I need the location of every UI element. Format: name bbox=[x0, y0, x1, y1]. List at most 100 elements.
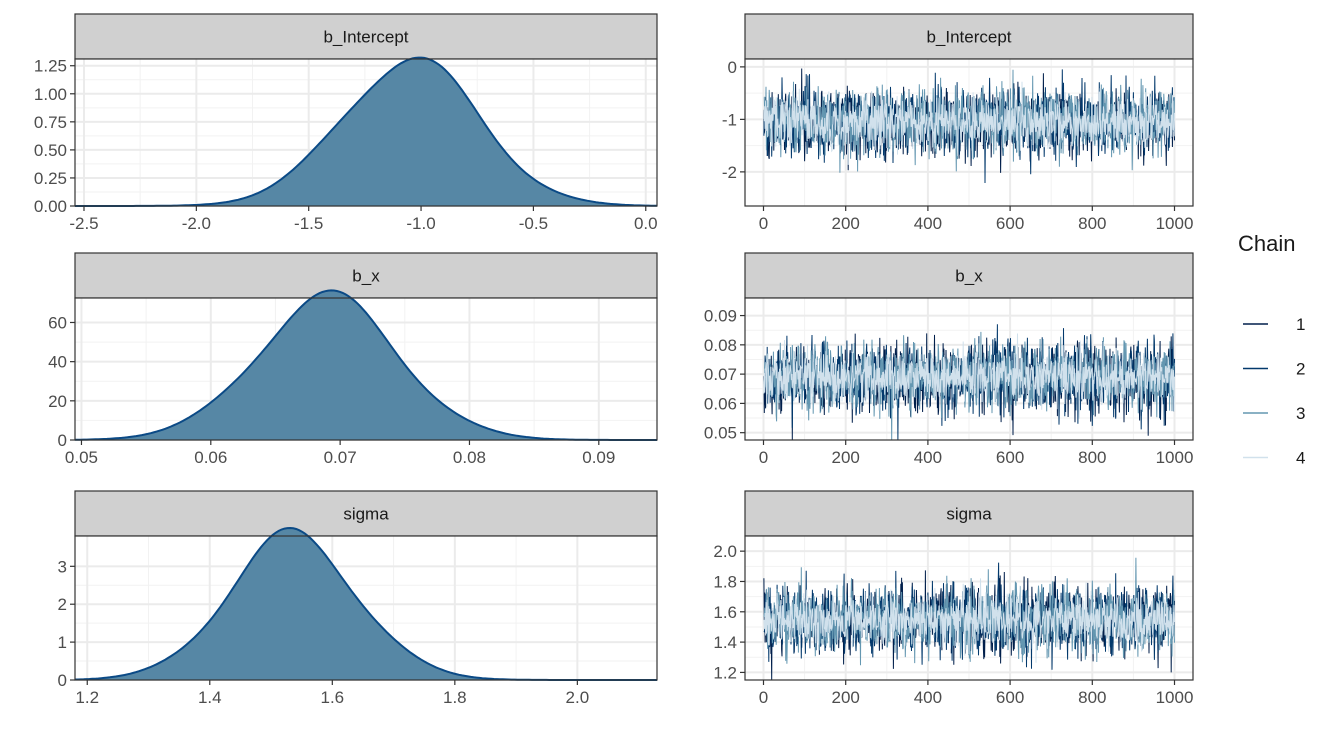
y-tick-label: 1.8 bbox=[713, 572, 737, 591]
panel-border bbox=[74, 58, 658, 207]
x-tick-label: 400 bbox=[914, 688, 942, 707]
x-tick-label: 2.0 bbox=[566, 688, 590, 707]
plot-content bbox=[763, 324, 1175, 441]
y-tick-label: 0.50 bbox=[34, 141, 67, 160]
legend: Chain 1 2 3 4 bbox=[1238, 231, 1305, 468]
x-tick-label: 0.05 bbox=[65, 448, 98, 467]
y-tick-label: 1.25 bbox=[34, 57, 67, 76]
x-tick-label: -0.5 bbox=[519, 214, 548, 233]
x-tick-label: 200 bbox=[832, 448, 860, 467]
y-tick-label: 0.75 bbox=[34, 113, 67, 132]
x-tick-label: 0.08 bbox=[453, 448, 486, 467]
x-tick-label: -1.0 bbox=[406, 214, 435, 233]
facet-strip bbox=[74, 13, 658, 60]
legend-label: 2 bbox=[1296, 360, 1305, 379]
x-tick-label: 800 bbox=[1078, 448, 1106, 467]
x-tick-label: 600 bbox=[996, 688, 1024, 707]
y-tick-label: 0 bbox=[58, 431, 67, 450]
y-tick-label: 0.05 bbox=[704, 424, 737, 443]
x-tick-label: 1.8 bbox=[443, 688, 467, 707]
y-tick-label: 0.06 bbox=[704, 394, 737, 413]
y-tick-label: 1.6 bbox=[713, 603, 737, 622]
x-tick-label: 0 bbox=[759, 448, 768, 467]
facet-strip-label: sigma bbox=[946, 505, 992, 524]
y-tick-label: 0.07 bbox=[704, 365, 737, 384]
x-tick-label: -2.5 bbox=[69, 214, 98, 233]
y-tick-label: 0.00 bbox=[34, 197, 67, 216]
trace-line-chain-4 bbox=[763, 333, 1175, 419]
y-tick-label: 0.08 bbox=[704, 336, 737, 355]
y-tick-label: 1.00 bbox=[34, 85, 67, 104]
panel-border bbox=[74, 535, 658, 681]
x-tick-label: 0.07 bbox=[324, 448, 357, 467]
panel-border bbox=[74, 297, 658, 441]
x-tick-label: 800 bbox=[1078, 214, 1106, 233]
panel-border bbox=[744, 535, 1194, 681]
legend-label: 4 bbox=[1296, 449, 1305, 468]
facet-strip-label: b_Intercept bbox=[323, 28, 408, 47]
x-tick-label: 1000 bbox=[1156, 448, 1194, 467]
trace-b_Intercept-panel: 0 200 400 600 800 1000 -2 -1 0 bbox=[722, 58, 1194, 233]
x-tick-label: 200 bbox=[832, 688, 860, 707]
trace-line-chain-4 bbox=[763, 578, 1175, 663]
facet-strip-label: sigma bbox=[343, 505, 389, 524]
y-tick-label: 20 bbox=[48, 392, 67, 411]
density-b_Intercept-panel: -2.5 -2.0 -1.5 -1.0 -0.5 0.0 0.00 0.25 0.50 0.75 1… bbox=[34, 56, 658, 233]
plot-content bbox=[763, 68, 1175, 184]
y-tick-label: 3 bbox=[58, 557, 67, 576]
x-tick-label: 1.6 bbox=[320, 688, 344, 707]
x-tick-label: -2.0 bbox=[182, 214, 211, 233]
density-sigma-panel: 1.2 1.4 1.6 1.8 2.0 0 1 2 3 bbox=[58, 526, 658, 707]
legend-label: 1 bbox=[1296, 315, 1305, 334]
trace-sigma-panel: 0 200 400 600 800 1000 1.2 1.4 1.6 1.8 2.0 bbox=[713, 535, 1194, 707]
y-tick-label: -1 bbox=[722, 110, 737, 129]
facet-strip-label: b_x bbox=[352, 267, 380, 286]
facet-strip-label: b_x bbox=[955, 267, 983, 286]
panel-border bbox=[744, 58, 1194, 207]
y-tick-label: 40 bbox=[48, 353, 67, 372]
x-tick-label: 0 bbox=[759, 214, 768, 233]
facet-strip bbox=[744, 252, 1194, 299]
x-tick-label: 1000 bbox=[1156, 688, 1194, 707]
x-tick-label: 0.09 bbox=[582, 448, 615, 467]
facet-strip bbox=[744, 13, 1194, 60]
x-tick-label: 200 bbox=[832, 214, 860, 233]
x-tick-label: 0.06 bbox=[194, 448, 227, 467]
x-tick-label: 400 bbox=[914, 448, 942, 467]
trace-b_x-panel: 0 200 400 600 800 1000 0.05 0.06 0.07 0.08 0.09 bbox=[704, 297, 1194, 467]
x-tick-label: 1.2 bbox=[75, 688, 99, 707]
panel-border bbox=[744, 297, 1194, 441]
x-tick-label: 600 bbox=[996, 214, 1024, 233]
y-tick-label: 1 bbox=[58, 633, 67, 652]
density-area bbox=[75, 57, 657, 206]
plot-content bbox=[74, 289, 657, 441]
legend-title: Chain bbox=[1238, 231, 1295, 256]
y-tick-label: -2 bbox=[722, 163, 737, 182]
x-tick-label: 400 bbox=[914, 214, 942, 233]
plot-content bbox=[763, 557, 1175, 681]
y-tick-label: 2.0 bbox=[713, 542, 737, 561]
y-tick-label: 0 bbox=[728, 58, 737, 77]
facet-strip-label: b_Intercept bbox=[926, 28, 1011, 47]
y-tick-label: 1.4 bbox=[713, 633, 737, 652]
y-tick-label: 0 bbox=[58, 671, 67, 690]
x-tick-label: -1.5 bbox=[294, 214, 323, 233]
y-tick-label: 2 bbox=[58, 595, 67, 614]
x-tick-label: 1.4 bbox=[198, 688, 222, 707]
facet-strip bbox=[74, 490, 658, 537]
y-tick-label: 0.09 bbox=[704, 307, 737, 326]
x-tick-label: 1000 bbox=[1156, 214, 1194, 233]
density-area bbox=[75, 290, 657, 440]
y-tick-label: 0.25 bbox=[34, 169, 67, 188]
density-area bbox=[75, 528, 657, 680]
y-tick-label: 1.2 bbox=[713, 663, 737, 682]
x-tick-label: 0 bbox=[759, 688, 768, 707]
y-tick-label: 60 bbox=[48, 313, 67, 332]
x-tick-label: 0.0 bbox=[634, 214, 658, 233]
facet-strip bbox=[744, 490, 1194, 537]
density-line bbox=[74, 289, 657, 441]
density-b_x-panel: 0.05 0.06 0.07 0.08 0.09 0 20 40 60 bbox=[48, 289, 658, 467]
x-tick-label: 800 bbox=[1078, 688, 1106, 707]
x-tick-label: 600 bbox=[996, 448, 1024, 467]
